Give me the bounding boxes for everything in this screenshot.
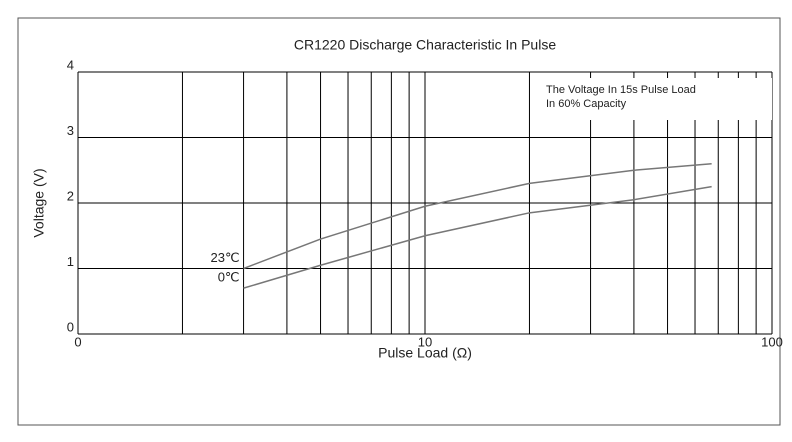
x-tick-label: 100 [761, 334, 783, 349]
y-tick-label: 1 [67, 254, 74, 269]
y-tick-label: 0 [67, 319, 74, 334]
x-axis-label: Pulse Load (Ω) [378, 345, 472, 361]
x-tick-label: 10 [418, 334, 432, 349]
y-tick-label: 3 [67, 123, 74, 138]
x-tick-label: 0 [74, 334, 81, 349]
chart-title: CR1220 Discharge Characteristic In Pulse [294, 37, 556, 53]
series-label: 23℃ [210, 250, 239, 265]
line [243, 162, 712, 270]
line [243, 185, 712, 289]
series-label: 0℃ [218, 270, 240, 285]
y-axis-label: Voltage (V) [31, 168, 47, 237]
annotation: In 60% Capacity [546, 98, 627, 110]
y-tick-label: 4 [67, 57, 74, 72]
annotation: The Voltage In 15s Pulse Load [546, 84, 696, 96]
annotation-bg [540, 78, 772, 120]
y-tick-label: 2 [67, 188, 74, 203]
